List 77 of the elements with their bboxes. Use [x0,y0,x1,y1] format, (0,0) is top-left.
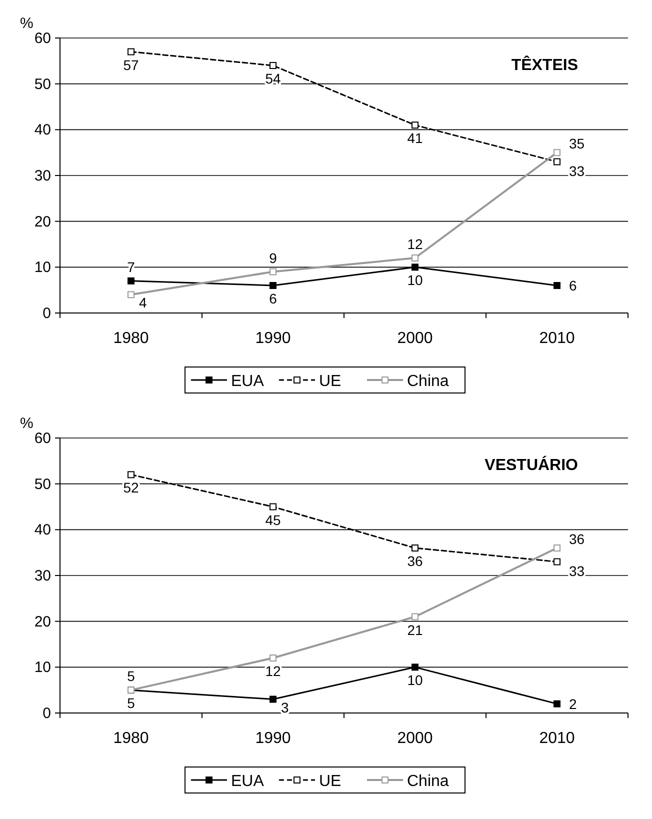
data-label: 9 [269,250,278,266]
y-tick-label: 0 [42,305,51,322]
legend-label: UE [319,773,342,790]
y-tick-label: 40 [34,122,51,139]
legend-label: China [407,773,449,790]
y-tick-label: 0 [42,705,51,722]
data-label: 54 [265,70,281,86]
text: TÊXTEIS [511,55,578,74]
point [128,471,134,478]
y-tick-label: 20 [34,213,51,230]
point [412,613,418,620]
x-tick-label: 1990 [255,330,291,347]
data-label: 5 [127,668,136,684]
data-label: 10 [407,272,423,288]
y-tick-label: 30 [34,568,51,584]
data-label: 12 [407,236,423,252]
point [128,277,134,284]
point [554,544,560,552]
point [554,700,560,708]
data-label: 3 [281,699,289,716]
point [412,664,418,671]
y-tick-label: 10 [34,659,51,676]
data-label: 41 [407,130,423,146]
point [554,158,560,166]
point [270,282,276,289]
data-label: 2 [569,696,577,712]
data-label: 52 [123,480,139,496]
legend-label: EUA [231,773,264,790]
point [412,264,418,271]
point [412,254,418,262]
data-label: 36 [407,553,423,569]
point [412,544,418,552]
x-tick-label: 2000 [397,330,433,347]
point [270,696,276,703]
point [270,268,276,276]
y-tick-label: 50 [34,476,51,493]
point [554,282,560,289]
x-tick-label: 2010 [539,330,575,347]
y-tick-label: 60 [34,30,51,47]
legend-label: EUA [231,373,264,390]
point [270,62,276,69]
point [554,558,560,566]
point [128,48,134,56]
y-tick-label: 30 [34,168,51,184]
text: VESTUÁRIO [484,455,578,474]
x-tick-label: 2000 [397,730,433,747]
y-axis-title: % [20,415,34,432]
legend-label: China [407,373,449,390]
legend-label: UE [319,373,342,390]
point [128,291,134,298]
x-tick-label: 1990 [255,730,291,747]
data-label: 45 [265,512,281,528]
data-label: 35 [569,136,585,152]
data-label: 12 [265,663,281,679]
y-tick-label: 10 [34,259,51,276]
data-label: 33 [569,162,585,179]
point [554,149,560,156]
point [270,503,276,510]
x-tick-label: 1980 [113,730,149,747]
data-label: 57 [123,56,139,73]
y-tick-label: 20 [34,613,51,630]
y-axis-title: % [20,15,34,32]
data-label: 36 [569,531,585,547]
data-label: 6 [269,290,278,306]
data-label: 21 [407,622,423,638]
point [270,654,276,662]
data-label: 33 [569,562,585,579]
data-label: 5 [127,695,136,712]
y-tick-label: 40 [34,522,51,539]
data-label: 4 [139,294,147,311]
x-tick-label: 1980 [113,330,149,347]
y-tick-label: 60 [34,430,51,447]
y-tick-label: 50 [34,76,51,93]
data-label: 6 [569,278,577,294]
data-label: 10 [407,672,423,688]
point [412,122,418,129]
x-tick-label: 2010 [539,730,575,747]
